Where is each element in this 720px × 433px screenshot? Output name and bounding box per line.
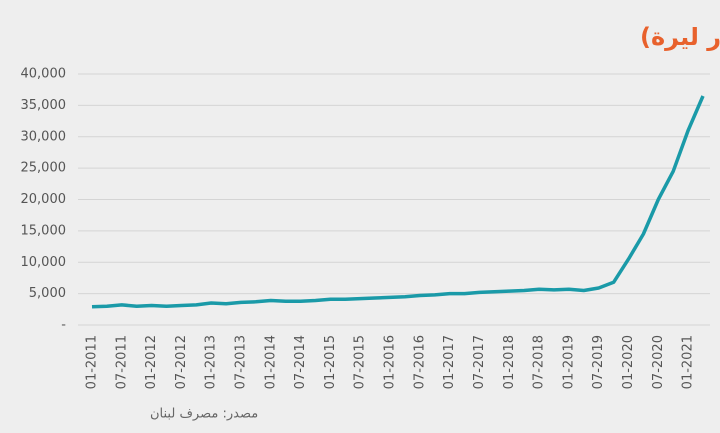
x-tick-label: 01-2011 [85, 335, 100, 389]
data-line [91, 95, 705, 309]
x-tick-label: 01-2013 [204, 335, 219, 389]
x-tick-label: 01-2020 [621, 335, 636, 389]
x-tick-label: 01-2014 [263, 335, 278, 389]
x-tick-label: 01-2016 [383, 335, 398, 389]
x-tick-label: 07-2020 [651, 335, 666, 389]
chart-title: الكتلة النقدية المتداولة خارج مصرف لبنان… [640, 23, 720, 51]
y-tick-label: - [61, 318, 66, 333]
y-tick-label: 10,000 [21, 255, 67, 270]
x-tick-label: 07-2019 [591, 335, 606, 389]
x-tick-label: 01-2021 [681, 335, 696, 389]
y-tick-label: 30,000 [21, 129, 67, 144]
x-tick-label: 07-2013 [234, 335, 249, 389]
x-tick-label: 07-2018 [532, 335, 547, 389]
x-tick-label: 01-2012 [144, 335, 159, 389]
x-tick-label: 01-2018 [502, 335, 517, 389]
x-tick-label: 07-2016 [412, 335, 427, 389]
source: مصدر: مصرف لبنان [150, 407, 258, 422]
x-tick-label: 07-2015 [353, 335, 368, 389]
y-tick-label: 40,000 [21, 67, 67, 82]
x-tick-label: 07-2011 [114, 335, 129, 389]
x-tick-label: 07-2014 [293, 335, 308, 389]
y-tick-label: 25,000 [21, 161, 67, 176]
x-tick-label: 01-2017 [442, 335, 457, 389]
x-tick-label: 01-2015 [323, 335, 338, 389]
x-tick-label: 07-2017 [472, 335, 487, 389]
y-tick-label: 15,000 [21, 223, 67, 238]
y-tick-label: 35,000 [21, 98, 67, 113]
y-tick-label: 20,000 [21, 192, 67, 207]
x-tick-label: 07-2012 [174, 335, 189, 389]
y-tick-label: 5,000 [29, 286, 66, 301]
x-tick-label: 01-2019 [561, 335, 576, 389]
